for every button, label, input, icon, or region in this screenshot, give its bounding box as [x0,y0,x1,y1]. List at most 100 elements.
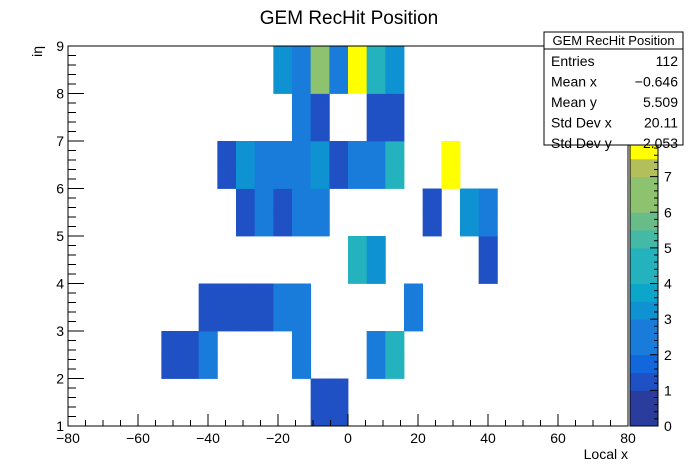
heatmap-cell [404,283,424,308]
heatmap-cell [366,354,386,379]
heatmap-cell [329,164,349,189]
y-tick-label: 7 [56,133,64,149]
heatmap-cell [254,188,274,213]
heatmap-cell [366,259,386,284]
color-scale-band [630,390,658,409]
heatmap-cell [292,283,312,308]
stats-value: 20.11 [644,115,678,131]
heatmap-cell [478,236,498,261]
heatmap-cell [348,69,368,94]
heatmap-cell [460,188,480,213]
heatmap-cell [254,212,274,237]
heatmap-cell [348,259,368,284]
stats-value: 5.509 [643,94,678,110]
heatmap-cell [198,283,218,308]
heatmap-cell [366,141,386,166]
stats-label: Mean x [551,74,597,90]
y-tick-label: 4 [56,276,64,292]
heatmap-cell [460,212,480,237]
heatmap-cell [217,164,237,189]
color-scale-label: 6 [664,204,672,220]
heatmap-cell [366,164,386,189]
heatmap-cell [310,46,330,71]
stats-label: Mean y [551,94,597,110]
color-scale-band [630,212,658,231]
x-axis-label: Local x [584,446,628,462]
heatmap-cell [385,141,405,166]
heatmap-cell [292,331,312,356]
heatmap-cell [478,259,498,284]
x-tick-label: 0 [344,430,352,446]
heatmap-cell [310,141,330,166]
color-scale-label: 0 [664,418,672,434]
color-scale-band [630,283,658,302]
heatmap-cell [292,354,312,379]
heatmap-cell [404,307,424,332]
heatmap-cell [348,141,368,166]
x-tick-label: 80 [620,430,636,446]
color-scale-label: 3 [664,311,672,327]
heatmap-cell [236,212,256,237]
stats-box: GEM RecHit Position Entries 112 Mean x −0.6… [543,31,684,151]
heatmap-cell [292,93,312,118]
color-scale-band [630,230,658,249]
heatmap-cell [385,164,405,189]
x-tick-label: −80 [56,430,80,446]
stats-value: 112 [656,53,679,69]
y-tick-label: 3 [56,323,64,339]
color-scale-band [630,265,658,284]
heatmap-cell [329,402,349,427]
y-axis: 1 2 3 4 5 6 7 8 9 [56,38,84,434]
heatmap-cell [273,164,293,189]
heatmap-cell [217,283,237,308]
stats-box-title: GEM RecHit Position [552,33,674,48]
heatmap-cell [385,354,405,379]
heatmap-cell [366,117,386,142]
color-scale-band [630,176,658,195]
y-tick-label: 6 [56,181,64,197]
stats-label: Std Dev x [551,115,612,131]
color-scale-band [630,336,658,356]
x-tick-label: −40 [196,430,220,446]
y-axis-label: iη [29,46,45,57]
heatmap-cell [292,307,312,332]
heatmap-cell [366,69,386,94]
heatmap-cell [366,236,386,261]
stats-label: Entries [551,53,595,69]
x-tick-label: −20 [266,430,290,446]
heatmap-cell [329,141,349,166]
heatmap-cell [254,141,274,166]
color-scale-label: 7 [664,169,672,185]
heatmap-cell [161,354,181,379]
stats-rows: Entries 112 Mean x −0.646 Mean y 5.509 Std Dev… [551,53,678,151]
color-scale-band [630,301,658,320]
heatmap-cell [273,307,293,332]
heatmap-cell [310,212,330,237]
heatmap-cell [273,188,293,213]
color-scale-label: 1 [664,382,672,398]
heatmap-cell [348,164,368,189]
heatmap-cell [310,402,330,427]
heatmap-cell [385,93,405,118]
heatmap-cell [180,354,200,379]
heatmap-cell [310,117,330,142]
color-scale-band [630,158,658,178]
heatmap-cell [385,117,405,142]
color-scale-band [630,372,658,391]
heatmap-cell [441,141,461,166]
heatmap-cell [385,69,405,94]
x-tick-label: 40 [480,430,496,446]
color-scale-band [630,247,658,267]
heatmap-cell [366,331,386,356]
heatmap-cell [478,188,498,213]
heatmap-cell [254,307,274,332]
stats-box-frame [543,31,684,146]
heatmap-cell [292,164,312,189]
heatmap-cell [198,354,218,379]
heatmap-cell [180,331,200,356]
heatmap-cell [292,46,312,71]
heatmap-cell [236,307,256,332]
x-tick-label: 20 [410,430,426,446]
heatmap-cell [310,93,330,118]
heatmap-cell [273,46,293,71]
